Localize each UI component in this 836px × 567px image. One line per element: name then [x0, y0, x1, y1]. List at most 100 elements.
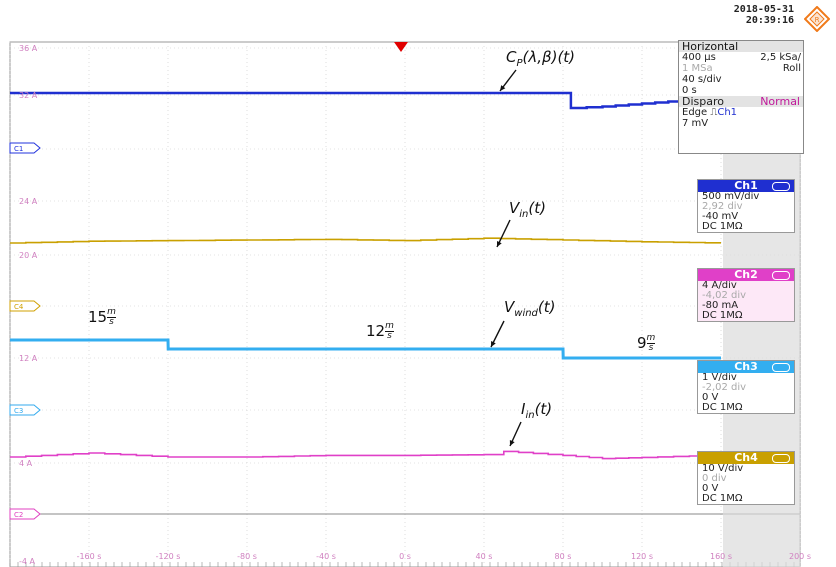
channel-toggle-ch4[interactable] [772, 454, 790, 463]
x-tick-label: -40 s [316, 552, 336, 561]
time-div-value: 40 s/div [682, 74, 722, 85]
trigger-level-row[interactable]: 7 mV [679, 118, 803, 129]
ref-marker-shape [9, 404, 41, 416]
time-div-row[interactable]: 40 s/div [679, 74, 803, 85]
horizontal-panel[interactable]: Horizontal 400 µs 2,5 kSa/ 1 MSa Roll 40 s… [678, 40, 804, 154]
vwind-arrow [490, 320, 505, 348]
speed-9-value: 9 [637, 334, 647, 352]
x-tick-label: 200 s [789, 552, 811, 561]
y-tick-label: 12 A [19, 354, 38, 363]
speed-15-value: 15 [88, 308, 108, 326]
speed-9-unit-den: s [648, 343, 654, 353]
reference-markers[interactable]: C1 C3 C4 C2 [9, 142, 41, 520]
channel-toggle-ch3[interactable] [772, 363, 790, 372]
speed-15-unit-num: m [107, 307, 116, 318]
ref-marker-label: C4 [14, 303, 24, 311]
iin-arrow [509, 421, 522, 447]
trace-ch4 [10, 237, 721, 244]
ref-marker-label: C2 [14, 511, 23, 519]
channel-coupling-ch2: DC 1MΩ [702, 310, 743, 321]
ref-marker-c1[interactable]: C1 [9, 142, 41, 154]
cp-arrow [499, 69, 517, 92]
channel-position-ch1: 2,92 div [702, 201, 743, 212]
time-scale-value: 400 µs [682, 52, 716, 63]
channel-offset-ch3: 0 V [702, 392, 719, 403]
channel-toggle-ch1[interactable] [772, 182, 790, 191]
channel-scale-ch4: 10 V/div [702, 463, 744, 474]
memory-row[interactable]: 1 MSa Roll [679, 63, 803, 74]
ref-marker-shape [9, 142, 41, 154]
trigger-edge-row[interactable]: Edge ⎍Ch1 [679, 107, 803, 118]
channel-header-ch3[interactable]: Ch3 [698, 361, 794, 373]
iin-label-rest: (t) [534, 400, 553, 418]
channel-name-ch4: Ch4 [734, 451, 758, 464]
position-row[interactable]: 0 s [679, 85, 803, 96]
channel-header-ch2[interactable]: Ch2 [698, 269, 794, 281]
trigger-level-value: 7 mV [682, 118, 709, 129]
trigger-position-marker[interactable] [394, 42, 408, 52]
channel-scale-ch2: 4 A/div [702, 280, 737, 291]
arrow-head [509, 440, 515, 446]
ref-marker-c4[interactable]: C4 [9, 300, 41, 312]
channel-scale-ch3: 1 V/div [702, 372, 737, 383]
channel-offset-ch1: -40 mV [702, 211, 739, 222]
speed-12-unit-num: m [385, 321, 394, 332]
channel-box-ch3[interactable]: Ch3 1 V/div -2,02 div 0 V DC 1MΩ [697, 360, 795, 414]
trace-ch3 [10, 338, 721, 360]
speed-9-unit-num: m [646, 333, 656, 344]
channel-header-ch1[interactable]: Ch1 [698, 180, 794, 192]
y-tick-label: 4 A [19, 459, 33, 468]
ref-marker-label: C3 [14, 407, 23, 415]
ref-marker-shape [9, 300, 41, 312]
arrow-head [491, 341, 496, 347]
iin-label: Iin(t) [521, 400, 552, 421]
timestamp: 2018-05-31 20:39:16 [692, 4, 794, 26]
horizontal-title[interactable]: Horizontal [679, 41, 803, 52]
x-tick-label: -80 s [237, 552, 257, 561]
ref-marker-c2[interactable]: C2 [9, 508, 41, 520]
cp-label-sub: P [516, 58, 523, 69]
arrow-head [500, 85, 506, 91]
y-tick-label: -4 A [19, 557, 36, 566]
channel-offset-ch2: -80 mA [702, 300, 739, 311]
vwind-label: Vwind(t) [504, 298, 556, 319]
svg-text:R: R [815, 16, 820, 24]
cp-label: CP(λ,β)(t) [506, 48, 575, 69]
channel-coupling-ch1: DC 1MΩ [702, 221, 743, 232]
vin-label: Vin(t) [509, 199, 546, 220]
speed-12-value: 12 [366, 322, 386, 340]
channel-coupling-ch3: DC 1MΩ [702, 402, 743, 413]
channel-header-ch4[interactable]: Ch4 [698, 452, 794, 464]
cp-label-main: C [506, 48, 517, 66]
channel-position-ch3: -2,02 div [702, 382, 747, 393]
x-tick-label: 40 s [476, 552, 493, 561]
channel-toggle-ch2[interactable] [772, 271, 790, 280]
x-tick-label: 120 s [631, 552, 653, 561]
edge-source: Ch1 [717, 107, 738, 118]
trigger-header[interactable]: Disparo Normal [679, 96, 803, 107]
channel-box-ch1[interactable]: Ch1 500 mV/div 2,92 div -40 mV DC 1MΩ [697, 179, 795, 233]
ref-marker-label: C1 [14, 145, 23, 153]
channel-name-ch1: Ch1 [734, 179, 758, 192]
channel-offset-ch4: 0 V [702, 483, 719, 494]
channel-box-ch4[interactable]: Ch4 10 V/div 0 div 0 V DC 1MΩ [697, 451, 795, 505]
speed-15-unit-den: s [109, 317, 114, 327]
sample-rate-value: 2,5 kSa/ [760, 52, 801, 63]
time-scale-row[interactable]: 400 µs 2,5 kSa/ [679, 52, 803, 63]
trace-ch1 [10, 91, 721, 110]
traces [10, 69, 721, 460]
speed-12-label: 12 m s [366, 322, 394, 341]
channel-box-ch2[interactable]: Ch2 4 A/div -4,02 div -80 mA DC 1MΩ [697, 268, 795, 322]
vin-label-rest: (t) [528, 199, 546, 217]
timestamp-date: 2018-05-31 [733, 4, 794, 15]
y-tick-label: 20 A [19, 251, 38, 260]
edge-slope-icon: ⎍ [710, 107, 718, 118]
edge-label: Edge [682, 107, 708, 118]
y-tick-label: 24 A [19, 197, 38, 206]
speed-15-label: 15 m s [88, 308, 116, 327]
ref-marker-shape [9, 508, 41, 520]
ref-marker-c3[interactable]: C3 [9, 404, 41, 416]
